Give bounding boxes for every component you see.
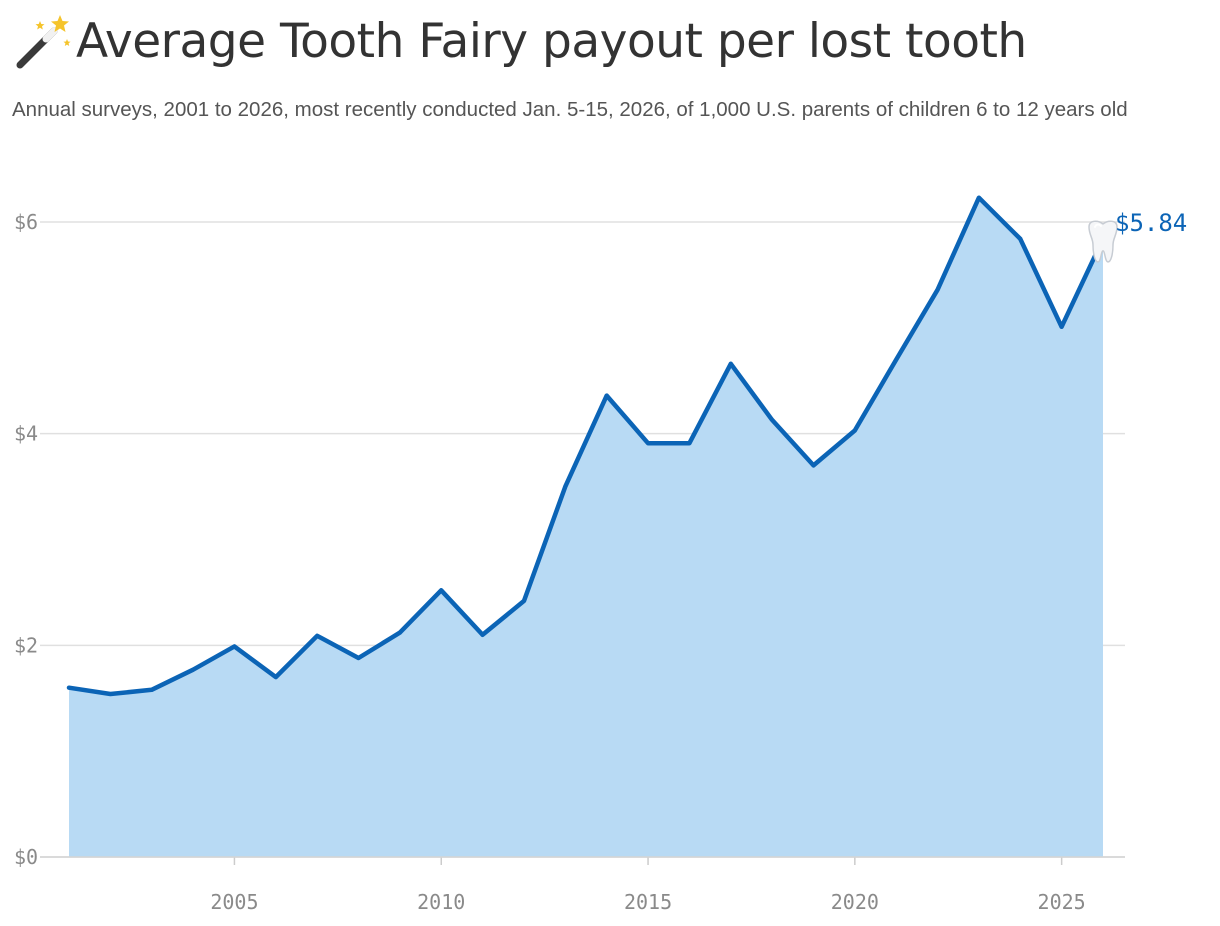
x-tick-label: 2010 (417, 890, 465, 914)
y-tick-label: $6 (14, 210, 38, 234)
area-fill (69, 197, 1103, 857)
y-tick-label: $2 (14, 633, 38, 657)
axes: $0 $2 $4 $6 2005 2010 2015 2020 2025 (14, 210, 1125, 914)
title-row: Average Tooth Fairy payout per lost toot… (12, 10, 1212, 74)
end-annotation: $5.84 (1088, 209, 1187, 263)
tooth-icon (1088, 220, 1118, 263)
magic-wand-icon (16, 15, 71, 69)
x-tick-label: 2005 (210, 890, 258, 914)
chart-subtitle: Annual surveys, 2001 to 2026, most recen… (12, 98, 1128, 121)
y-tick-label: $4 (14, 422, 38, 446)
chart-title: Average Tooth Fairy payout per lost toot… (76, 14, 1027, 69)
chart-header: Average Tooth Fairy payout per lost toot… (12, 10, 1212, 127)
series-line (66, 195, 1106, 697)
end-value-label: $5.84 (1115, 209, 1187, 237)
x-tick-label: 2025 (1038, 890, 1086, 914)
y-tick-label: $0 (14, 845, 38, 869)
x-tick-label: 2020 (831, 890, 879, 914)
x-tick-label: 2015 (624, 890, 672, 914)
